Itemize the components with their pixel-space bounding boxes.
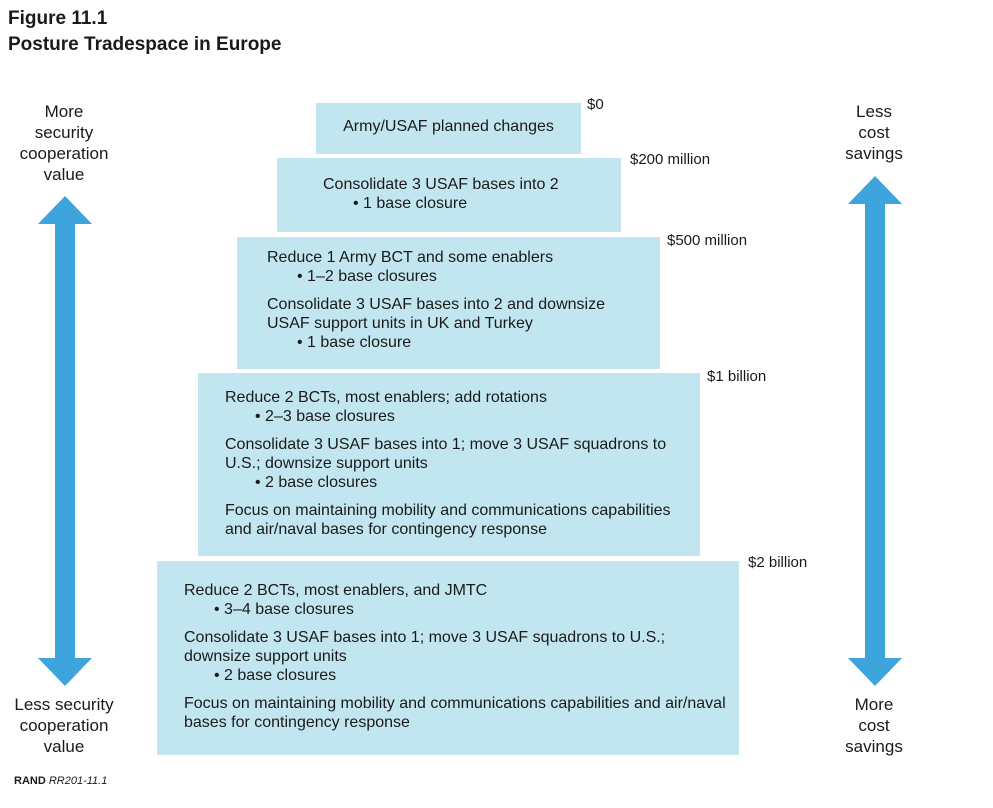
- security-value-double-arrow-icon: [38, 196, 92, 686]
- left-arrow-shape: [38, 196, 92, 686]
- tier-0-line-0: Army/USAF planned changes: [343, 118, 554, 135]
- right-arrow-shape: [848, 176, 902, 686]
- tier-1-line-1: 1 base closure: [323, 194, 621, 213]
- tier-4-cost: $2 billion: [748, 554, 808, 571]
- tier-3-line-3: 2 base closures: [225, 473, 686, 492]
- tier-1-line-0: Consolidate 3 USAF bases into 2: [323, 176, 559, 193]
- tier-3-line-4: Focus on maintaining mobility and commun…: [225, 502, 671, 538]
- tier-1-box: Consolidate 3 USAF bases into 2 1 base c…: [277, 158, 621, 232]
- tier-0-cost: $0: [587, 96, 604, 113]
- right-bottom-label: More cost savings: [845, 695, 903, 756]
- tier-3-cost: $1 billion: [707, 368, 767, 385]
- figure-number: Figure 11.1: [8, 8, 108, 29]
- tier-4-line-4: Focus on maintaining mobility and commun…: [184, 695, 726, 731]
- tier-2-line-1: 1–2 base closures: [267, 267, 644, 286]
- tier-3-box: Reduce 2 BCTs, most enablers; add rotati…: [198, 373, 700, 556]
- tier-2-box: Reduce 1 Army BCT and some enablers 1–2 …: [237, 237, 660, 369]
- figure-caption: Posture Tradespace in Europe: [8, 34, 282, 55]
- cost-savings-double-arrow-icon: [848, 176, 902, 686]
- tier-3-line-1: 2–3 base closures: [225, 407, 686, 426]
- left-bottom-label: Less security cooperation value: [14, 695, 114, 756]
- tier-4-line-3: 2 base closures: [184, 666, 731, 685]
- tier-2-line-0: Reduce 1 Army BCT and some enablers: [267, 249, 554, 266]
- credit-id: RR201-11.1: [48, 775, 108, 787]
- tier-0-box: Army/USAF planned changes: [316, 103, 581, 154]
- credit-org: RAND: [14, 775, 46, 787]
- tier-3-line-2: Consolidate 3 USAF bases into 1; move 3 …: [225, 436, 667, 472]
- tier-4-line-0: Reduce 2 BCTs, most enablers, and JMTC: [184, 582, 488, 599]
- tier-2-line-2: Consolidate 3 USAF bases into 2 and down…: [267, 296, 605, 332]
- tier-4-box: Reduce 2 BCTs, most enablers, and JMTC 3…: [157, 561, 739, 755]
- tier-3-line-0: Reduce 2 BCTs, most enablers; add rotati…: [225, 389, 547, 406]
- tier-4-line-1: 3–4 base closures: [184, 600, 731, 619]
- figure-title: Figure 11.1 Posture Tradespace in Europe: [8, 6, 281, 58]
- tier-2-cost: $500 million: [667, 232, 748, 249]
- tier-2-line-3: 1 base closure: [267, 333, 644, 352]
- source-credit: RAND RR201-11.1: [14, 775, 107, 787]
- right-top-label: Less cost savings: [845, 102, 903, 163]
- left-top-label: More security cooperation value: [19, 102, 109, 184]
- tier-1-cost: $200 million: [630, 151, 711, 168]
- tier-4-line-2: Consolidate 3 USAF bases into 1; move 3 …: [184, 629, 666, 665]
